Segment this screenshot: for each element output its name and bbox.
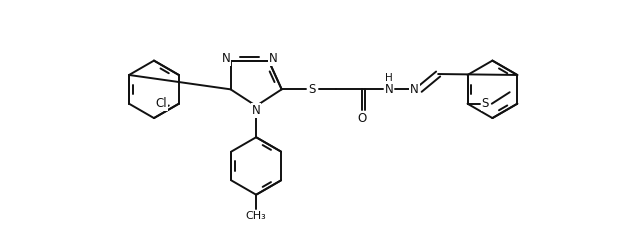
Text: H: H <box>385 73 393 83</box>
Text: O: O <box>357 112 366 125</box>
Text: Cl: Cl <box>156 97 167 110</box>
Text: N: N <box>221 52 230 65</box>
Text: S: S <box>482 97 489 110</box>
Text: N: N <box>269 52 278 65</box>
Text: S: S <box>308 83 316 96</box>
Text: N: N <box>252 104 260 117</box>
Text: N: N <box>385 83 394 96</box>
Text: N: N <box>410 83 419 96</box>
Text: CH₃: CH₃ <box>246 211 266 221</box>
